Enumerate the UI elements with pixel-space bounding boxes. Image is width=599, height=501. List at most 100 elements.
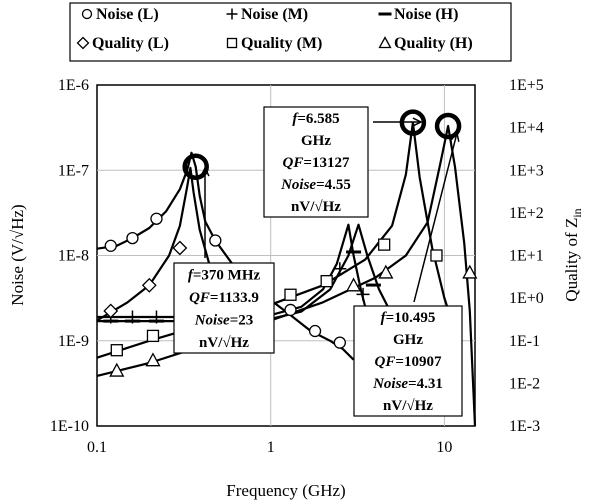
annotation-value: nV/√Hz [291, 199, 341, 215]
y-tick-label-right: 1E+2 [509, 205, 544, 222]
legend-label: Quality (M) [241, 35, 322, 52]
legend-marker-icon [378, 36, 392, 49]
y-tick-label-left: 1E-10 [50, 418, 89, 435]
legend-label: Noise (M) [241, 6, 308, 23]
series-point-quality-m [430, 249, 443, 262]
series-point-noise-l [150, 212, 163, 225]
annotation-key: f [381, 310, 388, 326]
annotation-box [353, 305, 463, 417]
annotation-key: QF [189, 290, 210, 306]
x-axis-title: Frequency (GHz) [226, 481, 345, 500]
legend-label: Quality (L) [92, 35, 169, 52]
series-point-noise-l [209, 234, 222, 247]
annotation-value: GHz [301, 133, 331, 149]
annotation-value: GHz [393, 332, 423, 348]
annotations: f=370 MHzQF=1133.9Noise=23nV/√Hzf=6.585G… [173, 106, 463, 417]
series-point-noise-l [284, 303, 297, 317]
annotation-key: Noise [280, 177, 316, 193]
annotation-arrowhead [412, 117, 423, 127]
series-point-noise-l [126, 231, 139, 245]
series-line-noise-l [96, 151, 355, 361]
y-tick-label-right: 1E+5 [509, 77, 544, 94]
annotation-value: nV/√Hz [383, 398, 433, 414]
series-point-quality-l [103, 303, 119, 319]
y-axis-title-right-sub: in [570, 208, 584, 217]
annotation-key: QF [375, 354, 396, 370]
annotation-value: =23 [230, 312, 254, 328]
series-point-quality-m [146, 329, 160, 343]
annotation-key: Noise [194, 312, 230, 328]
annotation-line: f=6.585 [292, 111, 339, 127]
annotation-value: =6.585 [297, 111, 339, 127]
series-markers [103, 212, 478, 377]
annotation-line: Noise=4.55 [280, 177, 351, 193]
x-tick-label: 0.1 [87, 439, 107, 456]
annotation-line: f=10.495 [381, 310, 436, 326]
annotation-line: GHz [393, 332, 423, 348]
annotation-value: =4.31 [408, 376, 443, 392]
y-tick-label-left: 1E-9 [58, 333, 89, 350]
legend-label: Noise (H) [394, 6, 458, 23]
peak-highlight-circle [182, 153, 209, 180]
y-axis-title-left: Noise (V/√Hz) [8, 204, 27, 305]
y-tick-label-right: 1E+1 [509, 248, 544, 265]
annotation-line: nV/√Hz [291, 199, 341, 215]
series-point-quality-m [110, 344, 123, 357]
series-point-quality-h [345, 277, 362, 292]
series-point-noise-l [333, 336, 346, 349]
legend-box [69, 2, 512, 62]
series-point-quality-h [109, 362, 125, 377]
y-tick-label-left: 1E-7 [58, 162, 89, 179]
annotation-value: =370 MHz [193, 267, 261, 283]
series-point-quality-l [172, 240, 188, 256]
y-axis-title-right-main: Quality of Z [562, 218, 581, 302]
series-point-quality-h [462, 264, 478, 279]
annotation-value: =4.55 [316, 177, 351, 193]
annotation-key: Noise [372, 376, 408, 392]
legend-marker-icon [76, 36, 90, 50]
series-point-quality-l [141, 277, 157, 293]
y-tick-label-right: 1E-3 [509, 418, 540, 435]
series-point-noise-l [104, 239, 117, 252]
annotation-line: QF=13127 [283, 155, 350, 171]
annotation-value: =10.495 [386, 310, 436, 326]
series-point-noise-m [356, 287, 370, 301]
annotation-arrow [413, 132, 458, 303]
y-tick-label-right: 1E-2 [509, 375, 540, 392]
annotation-arrowhead [450, 131, 460, 142]
annotation-line: nV/√Hz [383, 398, 433, 414]
annotation-line: f=370 MHz [188, 267, 261, 283]
legend-marker-icon [226, 8, 238, 20]
annotation-box [263, 106, 369, 218]
annotation-value: =1133.9 [210, 290, 259, 306]
y-tick-label-right: 1E+0 [509, 290, 544, 307]
x-tick-label: 1 [267, 439, 275, 456]
series-point-noise-l [308, 324, 322, 338]
legend-label: Noise (L) [96, 6, 159, 23]
annotation-value: nV/√Hz [199, 335, 249, 351]
y-tick-label-left: 1E-6 [58, 77, 89, 94]
axis-ticks: 0.1 1 10 1E-10 1E-9 1E-8 1E-7 1E-6 1E-3 1E-2 1E-1 1… [50, 77, 544, 456]
annotation-line: QF=10907 [375, 354, 442, 370]
y-tick-label-right: 1E+4 [509, 120, 544, 137]
annotation-key: f [188, 267, 195, 283]
y-axis-title-right: Quality of Zin [562, 208, 584, 301]
peak-highlight-circle [434, 112, 462, 140]
annotation-line: nV/√Hz [199, 335, 249, 351]
annotation-arrowhead [200, 166, 210, 177]
annotation-value: =13127 [303, 155, 350, 171]
y-tick-label-right: 1E+3 [509, 162, 544, 179]
annotation-line: QF=1133.9 [189, 290, 259, 306]
annotation-box [173, 262, 275, 354]
annotation-line: GHz [301, 133, 331, 149]
x-tick-label: 10 [436, 439, 452, 456]
series-point-quality-h [378, 264, 394, 279]
series-point-quality-m [320, 275, 333, 288]
series-point-quality-m [284, 288, 297, 301]
annotation-line: Noise=23 [194, 312, 254, 328]
legend-marker-icon [226, 37, 238, 49]
annotation-value: =10907 [395, 354, 442, 370]
legend: Noise (L) Noise (M) Noise (H) Quality (L) Qu… [76, 6, 473, 52]
annotation-key: f [292, 111, 299, 127]
